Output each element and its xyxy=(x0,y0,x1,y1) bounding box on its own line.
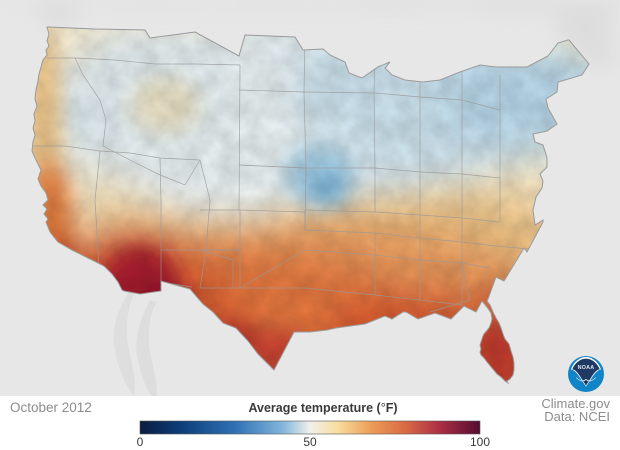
svg-text:0: 0 xyxy=(137,435,144,449)
svg-text:50: 50 xyxy=(303,435,317,449)
svg-text:100: 100 xyxy=(470,435,490,449)
svg-text:Data: NCEI: Data: NCEI xyxy=(544,409,610,424)
svg-text:NOAA: NOAA xyxy=(578,365,595,371)
svg-text:Average temperature (°F): Average temperature (°F) xyxy=(248,401,397,415)
svg-text:October 2012: October 2012 xyxy=(10,400,92,415)
